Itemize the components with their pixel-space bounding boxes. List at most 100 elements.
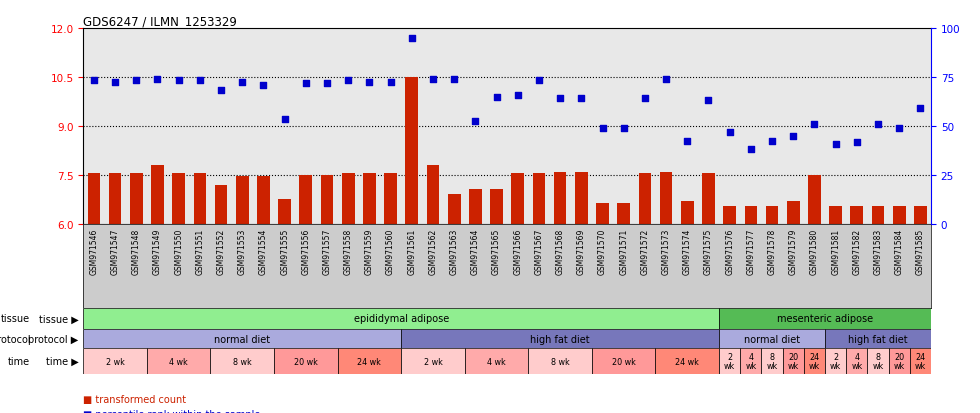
Text: GSM971563: GSM971563 <box>450 228 459 275</box>
Bar <box>109 174 122 224</box>
Text: GSM971553: GSM971553 <box>238 228 247 275</box>
Point <box>319 81 335 88</box>
Text: 8
wk: 8 wk <box>766 352 778 370</box>
Text: 24
wk: 24 wk <box>808 352 820 370</box>
Text: GSM971582: GSM971582 <box>853 228 861 274</box>
Point <box>192 78 208 84</box>
Text: GSM971558: GSM971558 <box>344 228 353 275</box>
Point <box>171 78 186 84</box>
Point <box>870 122 886 128</box>
Point <box>531 78 547 84</box>
Point <box>214 88 229 94</box>
Bar <box>783 349 804 374</box>
Bar <box>130 174 143 224</box>
Bar <box>320 176 333 224</box>
Text: GSM971572: GSM971572 <box>640 228 650 275</box>
Bar <box>490 190 503 224</box>
Text: 4
wk: 4 wk <box>852 352 862 370</box>
Bar <box>512 174 524 224</box>
Text: GSM971578: GSM971578 <box>767 228 776 275</box>
Text: GSM971559: GSM971559 <box>365 228 374 275</box>
Point <box>446 76 462 83</box>
Text: GSM971579: GSM971579 <box>789 228 798 275</box>
Point <box>722 130 738 136</box>
Bar <box>363 174 375 224</box>
Bar <box>719 308 931 329</box>
Text: 8
wk: 8 wk <box>872 352 884 370</box>
Point <box>256 83 271 89</box>
Bar <box>660 172 672 224</box>
Text: epididymal adipose: epididymal adipose <box>354 313 449 323</box>
Bar <box>215 185 227 224</box>
Point <box>701 97 716 104</box>
Text: GSM971557: GSM971557 <box>322 228 331 275</box>
Point <box>404 36 419 42</box>
Bar <box>172 174 185 224</box>
Bar <box>808 176 821 224</box>
Text: high fat diet: high fat diet <box>530 334 590 344</box>
Text: GSM971573: GSM971573 <box>662 228 670 275</box>
Text: 24
wk: 24 wk <box>914 352 926 370</box>
Text: 2
wk: 2 wk <box>830 352 841 370</box>
Point <box>362 79 377 86</box>
Point <box>912 105 928 112</box>
Point <box>510 93 525 99</box>
Point <box>467 119 483 125</box>
Text: GSM971581: GSM971581 <box>831 228 840 274</box>
Text: GSM971546: GSM971546 <box>89 228 98 275</box>
Bar <box>528 349 592 374</box>
Text: GSM971552: GSM971552 <box>217 228 225 275</box>
Point <box>679 138 695 145</box>
Text: GSM971556: GSM971556 <box>301 228 311 275</box>
Point <box>743 146 759 153</box>
Text: mesenteric adipose: mesenteric adipose <box>777 313 873 323</box>
Bar <box>656 349 719 374</box>
Bar <box>765 206 778 224</box>
Text: GSM971566: GSM971566 <box>514 228 522 275</box>
Text: 4
wk: 4 wk <box>745 352 757 370</box>
Bar <box>278 200 291 224</box>
Point <box>383 79 399 86</box>
Point <box>553 95 568 102</box>
Bar <box>337 349 401 374</box>
Bar <box>909 349 931 374</box>
Text: GSM971564: GSM971564 <box>470 228 480 275</box>
Point <box>234 79 250 86</box>
Bar <box>825 329 931 349</box>
Bar <box>469 190 482 224</box>
Text: ■ percentile rank within the sample: ■ percentile rank within the sample <box>83 409 261 413</box>
Bar <box>575 172 588 224</box>
Bar <box>740 349 761 374</box>
Bar <box>829 206 842 224</box>
Bar <box>426 166 439 224</box>
Text: 20 wk: 20 wk <box>612 357 636 366</box>
Text: GSM971549: GSM971549 <box>153 228 162 275</box>
Bar <box>596 203 609 224</box>
Text: GSM971551: GSM971551 <box>195 228 205 275</box>
Point <box>128 78 144 84</box>
Point <box>340 78 356 84</box>
Point <box>276 117 292 123</box>
Text: GSM971575: GSM971575 <box>704 228 713 275</box>
Bar <box>889 349 909 374</box>
Bar <box>639 174 652 224</box>
Text: 8 wk: 8 wk <box>551 357 569 366</box>
Point <box>892 125 907 131</box>
Text: GSM971568: GSM971568 <box>556 228 564 275</box>
Text: GSM971574: GSM971574 <box>683 228 692 275</box>
Bar <box>406 78 418 224</box>
Point <box>849 140 864 146</box>
Bar <box>465 349 528 374</box>
Point <box>785 133 801 140</box>
Point <box>764 138 780 145</box>
Point <box>107 79 122 86</box>
Bar <box>914 206 927 224</box>
Text: GSM971565: GSM971565 <box>492 228 501 275</box>
Bar <box>554 172 566 224</box>
Bar <box>342 174 355 224</box>
Bar <box>211 349 274 374</box>
Text: normal diet: normal diet <box>215 334 270 344</box>
Bar <box>401 329 719 349</box>
Text: 4 wk: 4 wk <box>487 357 506 366</box>
Text: time: time <box>8 356 30 366</box>
